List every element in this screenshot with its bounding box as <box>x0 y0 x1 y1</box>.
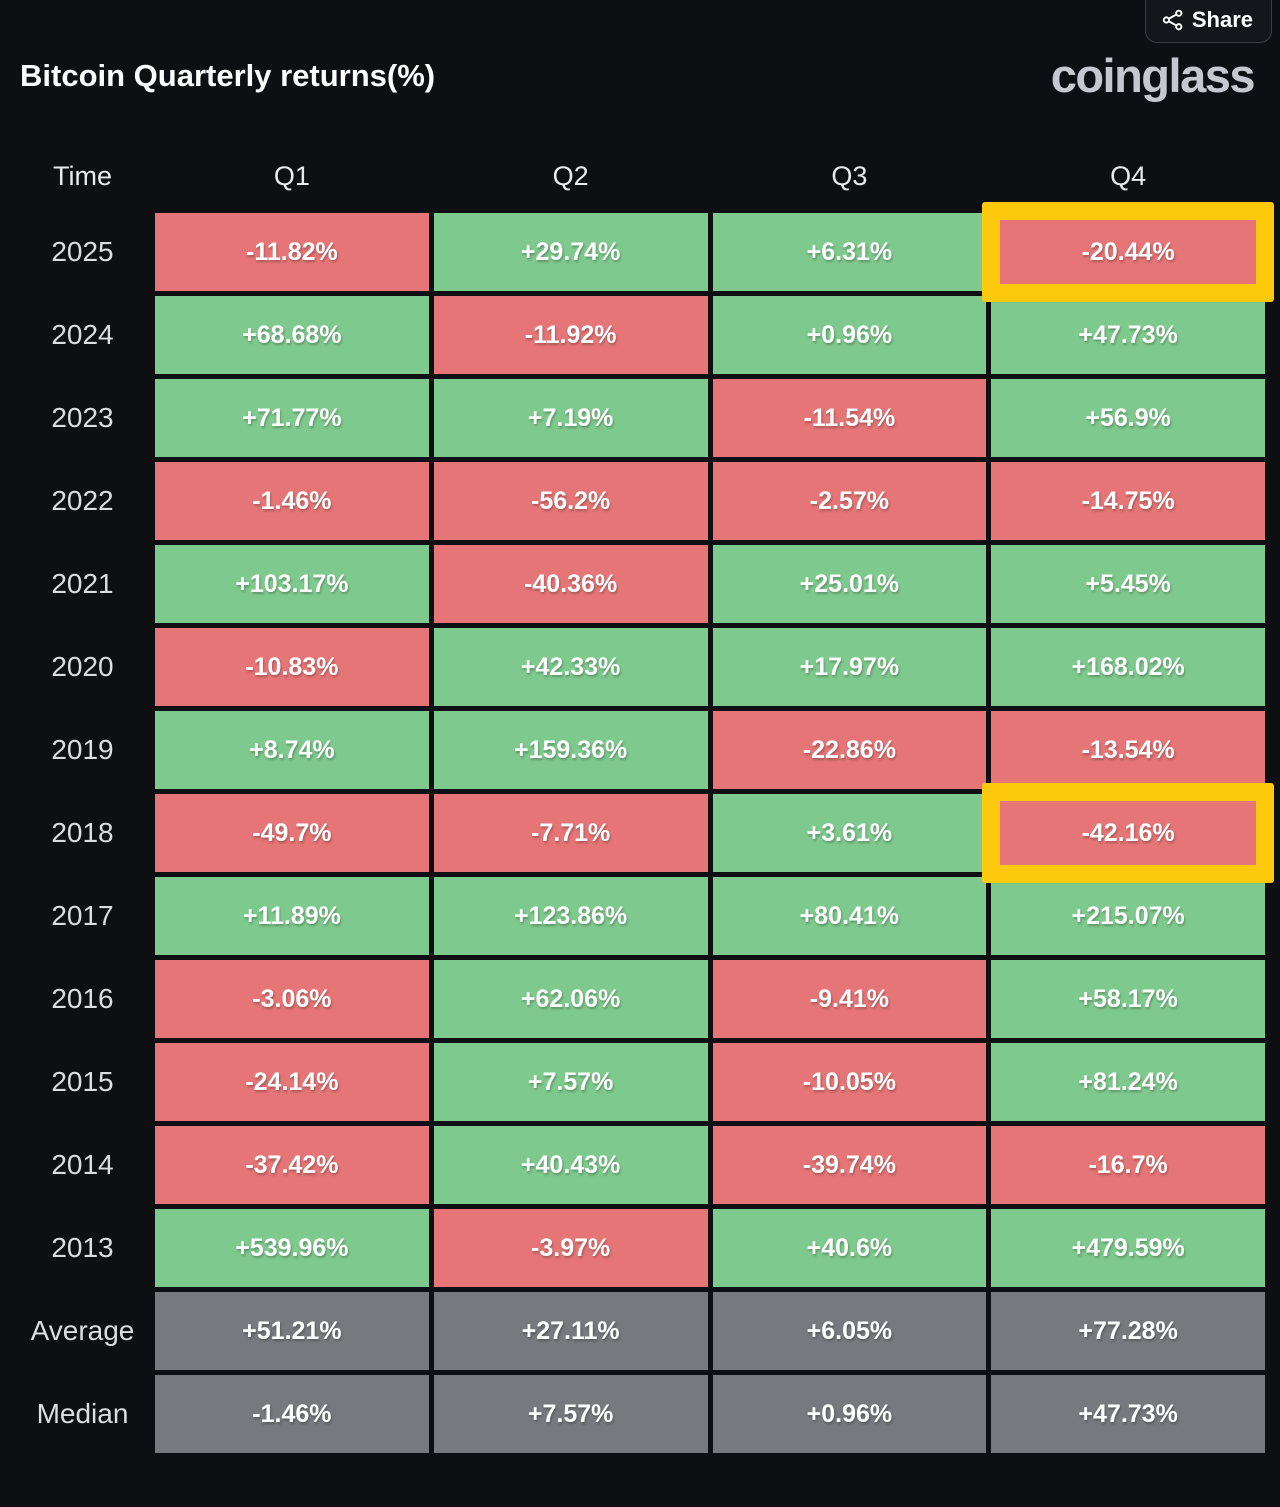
row-label-2024: 2024 <box>51 319 114 350</box>
cell-2025-q3: +6.31% <box>712 213 987 291</box>
cell-2014-q1: -37.42% <box>155 1126 429 1204</box>
cell-2015-q3: -10.05% <box>712 1043 987 1121</box>
share-button-label: Share <box>1191 7 1253 32</box>
coinglass-logo: coinglass <box>1050 49 1256 102</box>
cell-2021-q2: -40.36% <box>433 545 708 623</box>
cell-2017-q3: +80.41% <box>712 877 987 955</box>
cell-2022-q1: -1.46% <box>155 462 429 540</box>
cell-2019-q2: +159.36% <box>433 711 708 789</box>
cell-2014-q4: -16.7% <box>991 1126 1265 1204</box>
row-label-2022: 2022 <box>51 485 114 516</box>
cell-2023-q1: +71.77% <box>155 379 429 457</box>
cell-median-q3: +0.96% <box>712 1375 987 1453</box>
share-button[interactable]: Share <box>1144 0 1272 43</box>
cell-2023-q2: +7.19% <box>433 379 708 457</box>
cell-2013-q1: +539.96% <box>155 1209 429 1287</box>
cell-2021-q3: +25.01% <box>712 545 987 623</box>
cell-2025-q4: -20.44% <box>1000 220 1256 284</box>
cell-median-q1: -1.46% <box>155 1375 429 1453</box>
cell-average-q2: +27.11% <box>433 1292 708 1370</box>
cell-2018-q3: +3.61% <box>712 794 987 872</box>
row-label-2023: 2023 <box>51 402 114 433</box>
column-header-q2: Q2 <box>552 160 589 191</box>
cell-2024-q2: -11.92% <box>433 296 708 374</box>
cell-average-q4: +77.28% <box>991 1292 1265 1370</box>
cell-median-q2: +7.57% <box>433 1375 708 1453</box>
cell-2016-q3: -9.41% <box>712 960 987 1038</box>
cell-2020-q2: +42.33% <box>433 628 708 706</box>
cell-2015-q1: -24.14% <box>155 1043 429 1121</box>
cell-2013-q4: +479.59% <box>991 1209 1265 1287</box>
cell-2022-q2: -56.2% <box>433 462 708 540</box>
cell-2018-q4: -42.16% <box>1000 801 1256 865</box>
cell-2024-q1: +68.68% <box>155 296 429 374</box>
cell-2016-q4: +58.17% <box>991 960 1265 1038</box>
column-header-q1: Q1 <box>273 160 310 191</box>
cell-2013-q2: -3.97% <box>433 1209 708 1287</box>
cell-2018-q2: -7.71% <box>433 794 708 872</box>
cell-2017-q1: +11.89% <box>155 877 429 955</box>
page-title: Bitcoin Quarterly returns(%) <box>20 57 436 93</box>
cell-average-q3: +6.05% <box>712 1292 987 1370</box>
cell-average-q1: +51.21% <box>155 1292 429 1370</box>
row-label-2017: 2017 <box>51 900 114 931</box>
cell-median-q4: +47.73% <box>991 1375 1265 1453</box>
cell-2019-q1: +8.74% <box>155 711 429 789</box>
returns-table: Time Q1 Q2 Q3 Q4 2025 -11.82% +29.74% +6.31… <box>0 155 1280 1453</box>
highlight-box: -20.44% <box>982 202 1274 302</box>
cell-2023-q4: +56.9% <box>991 379 1265 457</box>
row-label-2025: 2025 <box>51 236 114 267</box>
row-label-2015: 2015 <box>51 1066 114 1097</box>
row-label-2020: 2020 <box>51 651 114 682</box>
cell-2016-q1: -3.06% <box>155 960 429 1038</box>
cell-2025-q1: -11.82% <box>155 213 429 291</box>
cell-2020-q3: +17.97% <box>712 628 987 706</box>
cell-2017-q4: +215.07% <box>991 877 1265 955</box>
cell-2015-q2: +7.57% <box>433 1043 708 1121</box>
cell-2015-q4: +81.24% <box>991 1043 1265 1121</box>
cell-2014-q2: +40.43% <box>433 1126 708 1204</box>
cell-2022-q4: -14.75% <box>991 462 1265 540</box>
column-header-q4: Q4 <box>1110 160 1147 191</box>
row-label-2019: 2019 <box>51 734 114 765</box>
cell-2016-q2: +62.06% <box>433 960 708 1038</box>
row-label-2021: 2021 <box>51 568 114 599</box>
share-icon <box>1162 9 1184 31</box>
cell-2024-q4: +47.73% <box>991 296 1265 374</box>
column-header-q3: Q3 <box>831 160 868 191</box>
cell-2017-q2: +123.86% <box>433 877 708 955</box>
cell-2019-q4: -13.54% <box>991 711 1265 789</box>
cell-2021-q1: +103.17% <box>155 545 429 623</box>
cell-2018-q1: -49.7% <box>155 794 429 872</box>
row-label-average: Average <box>30 1315 135 1346</box>
cell-2020-q4: +168.02% <box>991 628 1265 706</box>
cell-2021-q4: +5.45% <box>991 545 1265 623</box>
cell-2025-q2: +29.74% <box>433 213 708 291</box>
cell-2024-q3: +0.96% <box>712 296 987 374</box>
row-label-2018: 2018 <box>51 817 114 848</box>
cell-2020-q1: -10.83% <box>155 628 429 706</box>
row-label-2013: 2013 <box>51 1232 114 1263</box>
cell-2014-q3: -39.74% <box>712 1126 987 1204</box>
column-header-time: Time <box>53 160 112 191</box>
highlight-box: -42.16% <box>982 783 1274 883</box>
table-body: 2025 -11.82% +29.74% +6.31% -20.44% 2024 +68.6… <box>0 202 1280 1453</box>
cell-2019-q3: -22.86% <box>712 711 987 789</box>
page-header: Bitcoin Quarterly returns(%) coinglass <box>0 0 1280 99</box>
cell-2023-q3: -11.54% <box>712 379 987 457</box>
cell-2022-q3: -2.57% <box>712 462 987 540</box>
row-label-2014: 2014 <box>51 1149 114 1180</box>
row-label-median: Median <box>36 1398 129 1429</box>
cell-2013-q3: +40.6% <box>712 1209 987 1287</box>
table-header-row: Time Q1 Q2 Q3 Q4 <box>0 155 1280 197</box>
row-label-2016: 2016 <box>51 983 114 1014</box>
